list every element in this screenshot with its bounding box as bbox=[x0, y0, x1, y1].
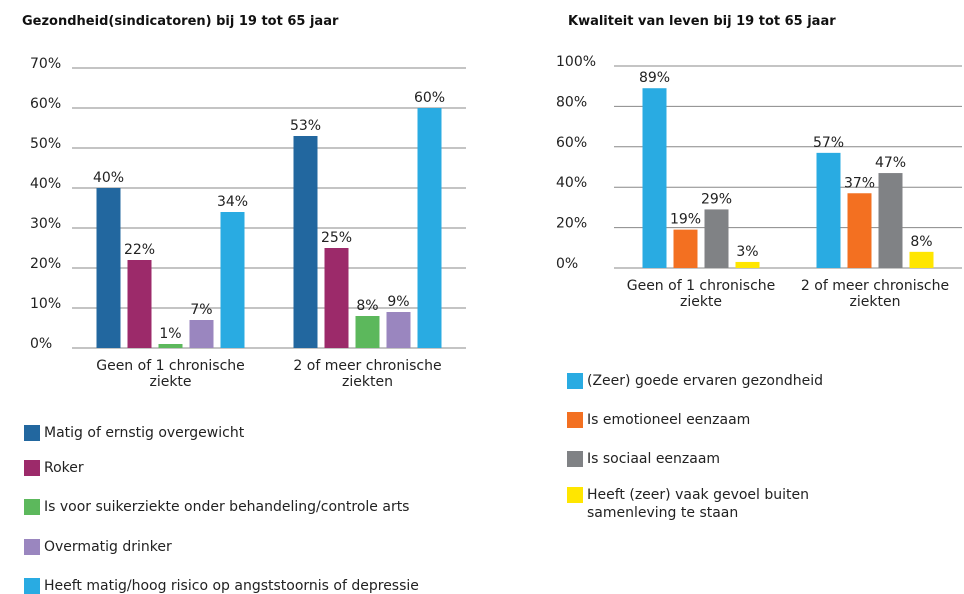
bar bbox=[96, 188, 121, 348]
value-label: 8% bbox=[910, 234, 932, 250]
y-tick-label: 0% bbox=[30, 336, 52, 352]
legend-swatch bbox=[24, 578, 40, 594]
legend-label: Overmatig drinker bbox=[44, 539, 172, 555]
legend-item: Heeft (zeer) vaak gevoel buiten samenlev… bbox=[567, 486, 867, 522]
y-tick-label: 80% bbox=[556, 94, 587, 110]
legend-label: Roker bbox=[44, 460, 84, 476]
y-tick-label: 70% bbox=[30, 56, 61, 72]
value-label: 25% bbox=[321, 230, 352, 246]
legend-swatch bbox=[567, 412, 583, 428]
y-tick-label: 50% bbox=[30, 136, 61, 152]
y-tick-label: 30% bbox=[30, 216, 61, 232]
legend-item: Heeft matig/hoog risico op angststoornis… bbox=[24, 577, 504, 594]
y-tick-label: 40% bbox=[556, 175, 587, 191]
value-label: 22% bbox=[124, 242, 155, 258]
legend-item: Matig of ernstig overgewicht bbox=[24, 424, 504, 442]
value-label: 89% bbox=[639, 70, 670, 86]
legend-item: Roker bbox=[24, 459, 504, 477]
bar bbox=[735, 261, 760, 268]
legend-label: Heeft (zeer) vaak gevoel buiten samenlev… bbox=[587, 487, 810, 521]
y-tick-label: 40% bbox=[30, 176, 61, 192]
value-label: 47% bbox=[875, 155, 906, 171]
legend-item: Is sociaal eenzaam bbox=[567, 450, 867, 468]
bar bbox=[704, 209, 729, 268]
bar bbox=[355, 316, 380, 348]
legend-label: Heeft matig/hoog risico op angststoornis… bbox=[44, 578, 419, 594]
legend-swatch bbox=[24, 499, 40, 515]
legend-label: Is sociaal eenzaam bbox=[587, 451, 721, 467]
legend-label: Is emotioneel eenzaam bbox=[587, 412, 751, 428]
legend-swatch bbox=[567, 451, 583, 467]
bar bbox=[642, 88, 667, 268]
legend-label: Is voor suikerziekte onder behandeling/c… bbox=[44, 499, 410, 515]
x-tick-label: 2 of meer chronische ziekten bbox=[293, 358, 442, 390]
value-label: 7% bbox=[190, 302, 212, 318]
x-tick-label: Geen of 1 chronische ziekte bbox=[626, 278, 776, 310]
value-label: 19% bbox=[670, 212, 701, 228]
legend-item: Overmatig drinker bbox=[24, 538, 504, 556]
legend-swatch bbox=[24, 460, 40, 476]
bar bbox=[847, 193, 872, 268]
bar bbox=[673, 229, 698, 268]
value-label: 53% bbox=[290, 118, 321, 134]
bar bbox=[816, 152, 841, 268]
bar bbox=[417, 108, 442, 348]
legend-item: (Zeer) goede ervaren gezondheid bbox=[567, 372, 867, 390]
value-label: 1% bbox=[159, 326, 181, 342]
legend-label: (Zeer) goede ervaren gezondheid bbox=[587, 373, 824, 389]
chart-title: Kwaliteit van leven bij 19 tot 65 jaar bbox=[568, 14, 836, 29]
bar bbox=[386, 312, 411, 348]
bar bbox=[909, 251, 934, 268]
value-label: 40% bbox=[93, 170, 124, 186]
value-label: 9% bbox=[387, 294, 409, 310]
x-tick-label: 2 of meer chronische ziekten bbox=[800, 278, 950, 310]
legend-swatch bbox=[24, 539, 40, 555]
y-tick-label: 0% bbox=[556, 256, 578, 272]
bar bbox=[324, 248, 349, 348]
y-tick-label: 100% bbox=[556, 54, 596, 70]
bar bbox=[158, 344, 183, 348]
x-tick-label: Geen of 1 chronische ziekte bbox=[96, 358, 245, 390]
chart-title: Gezondheid(sindicatoren) bij 19 tot 65 j… bbox=[22, 14, 339, 29]
value-label: 3% bbox=[736, 244, 758, 260]
value-label: 37% bbox=[844, 175, 875, 191]
value-label: 29% bbox=[701, 191, 732, 207]
value-label: 57% bbox=[813, 135, 844, 151]
bar bbox=[878, 173, 903, 268]
y-tick-label: 20% bbox=[30, 256, 61, 272]
y-tick-label: 10% bbox=[30, 296, 61, 312]
legend-item: Is voor suikerziekte onder behandeling/c… bbox=[24, 498, 504, 516]
legend-swatch bbox=[24, 425, 40, 441]
y-tick-label: 60% bbox=[556, 135, 587, 151]
bar bbox=[293, 136, 318, 348]
value-label: 8% bbox=[356, 298, 378, 314]
legend-item: Is emotioneel eenzaam bbox=[567, 411, 867, 429]
value-label: 34% bbox=[217, 194, 248, 210]
legend-label: Matig of ernstig overgewicht bbox=[44, 425, 245, 441]
y-tick-label: 20% bbox=[556, 216, 587, 232]
bar bbox=[127, 260, 152, 348]
value-label: 60% bbox=[414, 90, 445, 106]
bar bbox=[189, 320, 214, 348]
bar bbox=[220, 212, 245, 348]
legend-swatch bbox=[567, 373, 583, 389]
legend-swatch bbox=[567, 487, 583, 503]
y-tick-label: 60% bbox=[30, 96, 61, 112]
